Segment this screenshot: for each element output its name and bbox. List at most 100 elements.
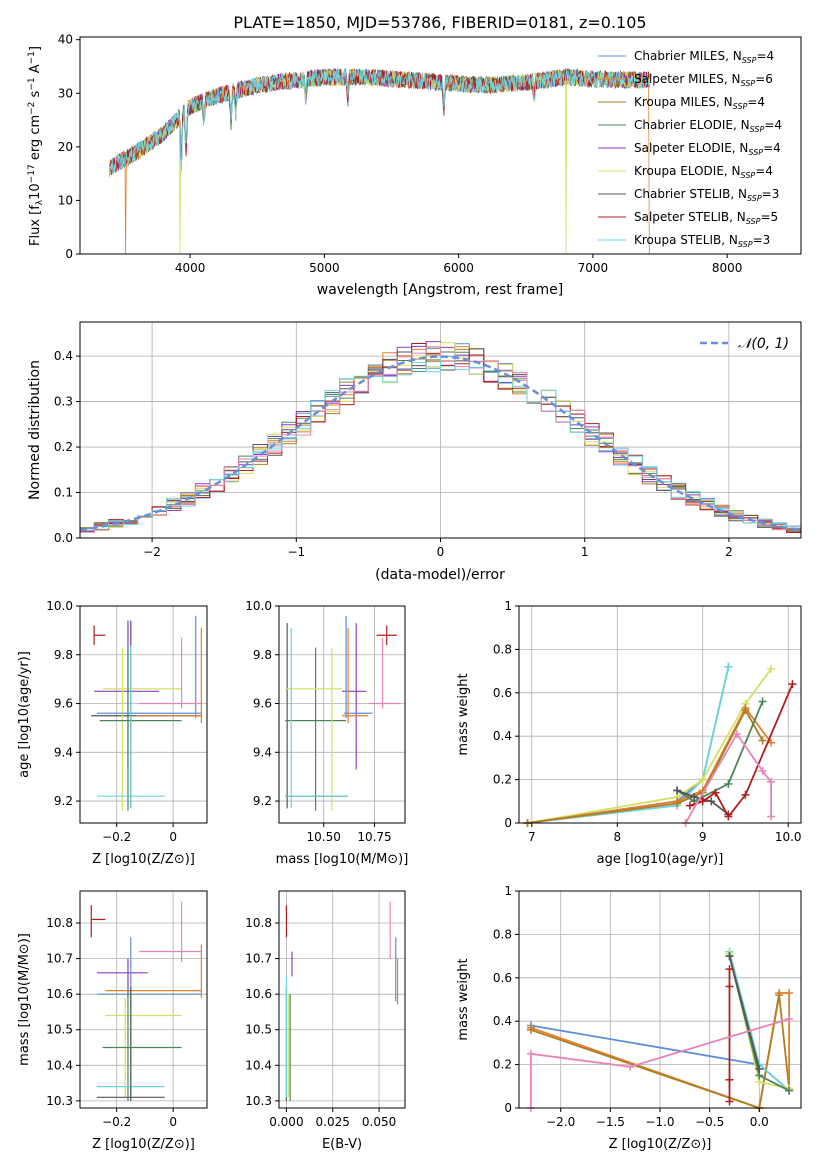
spectrum-xtick-label: 5000 xyxy=(309,261,340,275)
axis-ylabel: mass weight xyxy=(456,673,471,755)
mass-vs-extinction-panel: 0.000 0.025 0.050 10.3 10.4 10.5 10.6 10.7 10.8 E… xyxy=(245,890,406,1152)
histogram-xtick-label: −1 xyxy=(287,545,305,559)
spectrum-line-kroupa-stelib xyxy=(109,67,650,176)
axes-frame xyxy=(79,890,208,1109)
ytick-label: 9.6 xyxy=(54,697,73,711)
axis-xlabel: Z [log10(Z/Z⊙)] xyxy=(92,1137,195,1152)
axes-frame xyxy=(518,605,802,824)
ytick-label: 0.4 xyxy=(493,1014,512,1028)
histogram-ticks: −2 −1 0 1 2 0.0 0.1 0.2 0.3 0.4 xyxy=(54,349,733,559)
series-line-kroupa-elodie xyxy=(527,668,772,824)
ytick-label: 0 xyxy=(504,816,512,830)
spectrum-legend: Chabrier MILES, NSSP=4 Salpeter MILES, NS… xyxy=(598,49,782,249)
spectrum-xlabel: wavelength [Angstrom, rest frame] xyxy=(317,282,563,298)
histogram-xtick-label: 0 xyxy=(437,545,445,559)
legend-label-salpeter-stelib: Salpeter STELIB, NSSP=5 xyxy=(634,210,778,226)
spectrum-series-group xyxy=(109,67,650,255)
axis-ylabel: mass weight xyxy=(456,958,471,1040)
ytick-label: 9.2 xyxy=(54,794,73,808)
axis-xlabel: Z [log10(Z/Z⊙)] xyxy=(92,852,195,867)
ytick-label: 0.4 xyxy=(493,729,512,743)
xtick-label: 0.0 xyxy=(750,1115,769,1129)
spectrum-line-salpeter-miles xyxy=(109,68,650,255)
ytick-label: 10.3 xyxy=(46,1094,73,1108)
spectrum-line-salpeter-stelib xyxy=(109,68,650,172)
ytick-label: 10.5 xyxy=(245,1023,272,1037)
axis-xlabel: E(B-V) xyxy=(322,1137,362,1152)
xtick-label: −1.0 xyxy=(645,1115,674,1129)
axes-frame xyxy=(79,605,208,824)
histogram-xtick-label: 1 xyxy=(581,545,589,559)
axis-xlabel: age [log10(age/yr)] xyxy=(597,852,724,867)
ytick-label: 0.8 xyxy=(493,927,512,941)
series-line-pink xyxy=(684,732,772,824)
xtick-label: −2.0 xyxy=(546,1115,575,1129)
ytick-label: 0 xyxy=(504,1101,512,1115)
spectrum-xtick-label: 4000 xyxy=(175,261,206,275)
massweight-vs-age-panel: 7 8 9 10.0 0 0.2 0.4 0.6 0.8 1 age [log10(age/yr)]… xyxy=(456,599,802,867)
xtick-label: −0.5 xyxy=(695,1115,724,1129)
ytick-label: 0.6 xyxy=(493,971,512,985)
histogram-series-group xyxy=(79,341,802,533)
xtick-label: −0.2 xyxy=(102,1115,131,1129)
ytick-label: 10.4 xyxy=(46,1058,73,1072)
legend-label-chabrier-stelib: Chabrier STELIB, NSSP=3 xyxy=(634,187,779,203)
series-line-kroupa-stelib xyxy=(527,666,730,824)
xtick-label: 0.000 xyxy=(269,1115,303,1129)
series-line-chabrier-elodie xyxy=(676,701,764,803)
xtick-label: 0.025 xyxy=(316,1115,350,1129)
axes-frame xyxy=(278,890,406,1109)
mass-vs-metallicity-panel: −0.2 0 10.3 10.4 10.5 10.6 10.7 10.8 Z [log10(Z/… xyxy=(17,890,208,1152)
ytick-label: 10.7 xyxy=(46,952,73,966)
histogram-xtick-label: −2 xyxy=(143,545,161,559)
axis-ylabel: mass [log10(M/M⊙)] xyxy=(17,933,32,1066)
ytick-label: 9.6 xyxy=(253,697,272,711)
series-line-salpeter-miles xyxy=(527,706,772,824)
spectrum-xtick-label: 7000 xyxy=(578,261,609,275)
xtick-label: 10.75 xyxy=(357,830,391,844)
ytick-label: 9.2 xyxy=(253,794,272,808)
ytick-label: 10.8 xyxy=(46,916,73,930)
ytick-label: 10.4 xyxy=(245,1058,272,1072)
legend-label-salpeter-elodie: Salpeter ELODIE, NSSP=4 xyxy=(634,141,781,157)
spectrum-ytick-label: 40 xyxy=(58,33,73,47)
xtick-label: 0 xyxy=(169,830,177,844)
ytick-label: 10.6 xyxy=(245,987,272,1001)
xtick-label: −1.5 xyxy=(596,1115,625,1129)
axes-frame xyxy=(278,605,406,824)
xtick-label: 9 xyxy=(699,830,707,844)
ytick-label: 9.8 xyxy=(54,648,73,662)
histogram-ytick-label: 0.2 xyxy=(54,440,73,454)
spectrum-axes-frame xyxy=(79,36,802,255)
series-line-kroupa-miles xyxy=(530,995,790,1110)
histogram-step-pink xyxy=(80,346,801,533)
axis-ylabel: age [log10(age/yr)] xyxy=(17,651,32,778)
spectrum-xtick-label: 8000 xyxy=(712,261,743,275)
axis-xlabel: Z [log10(Z/Z⊙)] xyxy=(609,1137,712,1152)
spectrum-line-kroupa-elodie xyxy=(109,68,650,255)
spectrum-ytick-label: 30 xyxy=(58,86,73,100)
ytick-label: 1 xyxy=(504,599,512,613)
ytick-label: 9.4 xyxy=(54,745,73,759)
ytick-label: 0.2 xyxy=(493,773,512,787)
spectrum-ytick-label: 20 xyxy=(58,140,73,154)
ytick-label: 10.8 xyxy=(245,916,272,930)
xtick-label: 7 xyxy=(528,830,536,844)
xtick-label: 10.50 xyxy=(307,830,341,844)
histogram-legend: 𝒩(0, 1) xyxy=(700,336,789,352)
legend-label-kroupa-elodie: Kroupa ELODIE, NSSP=4 xyxy=(634,164,773,180)
legend-label-chabrier-elodie: Chabrier ELODIE, NSSP=4 xyxy=(634,118,782,134)
spectrum-panel: 4000 5000 6000 7000 8000 0 10 20 30 40 wavelength… xyxy=(27,33,802,298)
spectrum-ylabel: Flux [fλ10−17 erg cm−2 s−1 A−1] xyxy=(27,46,45,246)
histogram-panel: −2 −1 0 1 2 0.0 0.1 0.2 0.3 0.4 (data-model)/erro… xyxy=(27,321,802,583)
histogram-xlabel: (data-model)/error xyxy=(375,567,505,583)
age-vs-metallicity-panel: −0.2 0 9.2 9.4 9.6 9.8 10.0 Z [log10(Z/Z⊙)] age … xyxy=(17,599,208,867)
xtick-label: 8 xyxy=(613,830,621,844)
histogram-ylabel: Normed distribution xyxy=(27,360,43,500)
xtick-label: 0 xyxy=(169,1115,177,1129)
ytick-label: 0.2 xyxy=(493,1058,512,1072)
ytick-label: 10.7 xyxy=(245,952,272,966)
spectrum-ytick-label: 0 xyxy=(65,247,73,261)
histogram-step-kroupa-stelib xyxy=(80,355,801,530)
